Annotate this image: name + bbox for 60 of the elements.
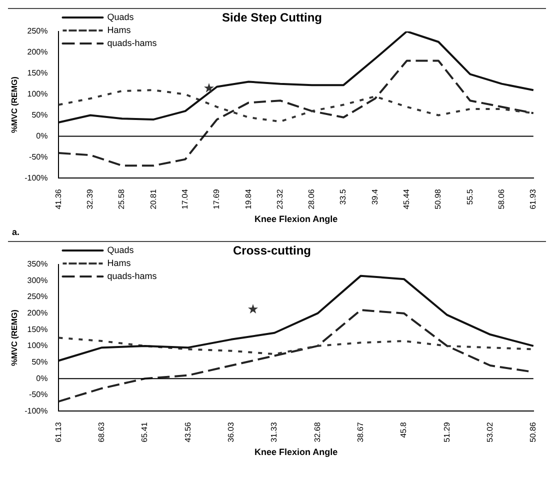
line-series <box>58 60 534 167</box>
x-tick-label: 32.68 <box>312 422 322 442</box>
y-tick-label: -100% <box>24 406 48 416</box>
legend-label: Hams <box>107 258 132 268</box>
x-axis-title: Knee Flexion Angle <box>254 447 338 458</box>
x-tick-label: 53.02 <box>485 422 494 442</box>
x-tick-label: 38.67 <box>356 422 365 442</box>
x-tick-label: 31.33 <box>270 422 279 442</box>
y-axis-title: %MVC (REMG) <box>10 76 20 134</box>
x-tick-label: 32.39 <box>86 188 95 210</box>
x-tick-label: 19.84 <box>244 188 253 210</box>
x-tick-label: 25.58 <box>117 188 126 210</box>
y-tick-label: 0% <box>36 374 48 383</box>
y-tick-label: 100% <box>27 90 48 99</box>
y-tick-label: 100% <box>27 341 48 350</box>
y-tick-label: 50% <box>32 110 48 120</box>
y-tick-label: 300% <box>27 276 48 285</box>
x-tick-label: 45.44 <box>402 188 412 210</box>
x-tick-label: 61.13 <box>54 422 63 442</box>
x-tick-label: 36.03 <box>226 422 236 442</box>
x-tick-label: 28.06 <box>307 188 316 210</box>
x-tick-label: 17.04 <box>180 188 190 210</box>
x-tick-label: 39.4 <box>370 188 380 205</box>
x-tick-label: 45.8 <box>399 422 408 438</box>
text: a. <box>11 227 21 237</box>
legend-label: quads-hams <box>107 270 158 281</box>
y-tick-label: 0% <box>36 131 48 140</box>
y-tick-label: 150% <box>27 68 48 78</box>
legend-label: Hams <box>107 24 132 35</box>
x-tick-label: 41.36 <box>54 188 63 210</box>
x-tick-label: 20.81 <box>148 188 158 210</box>
y-tick-label: 50% <box>32 357 48 366</box>
y-tick-label: 350% <box>27 260 48 269</box>
x-tick-label: 17.69 <box>212 188 222 210</box>
x-tick-label: 33.5 <box>338 188 348 205</box>
x-tick-label: 65.41 <box>140 422 150 442</box>
chart-title: Side Step Cutting <box>222 10 322 25</box>
x-tick-label: 50.98 <box>434 188 443 210</box>
x-tick-label: 61.93 <box>528 188 538 210</box>
y-tick-label: -50% <box>29 390 48 400</box>
legend-label: quads-hams <box>107 38 158 48</box>
y-axis-title: %MVC (REMG) <box>10 309 20 366</box>
y-tick-label: 250% <box>27 26 48 36</box>
x-tick-label: 68.63 <box>97 422 106 442</box>
x-tick-label: 50.86 <box>528 422 538 442</box>
y-tick-label: -50% <box>29 152 48 162</box>
x-tick-label: 55.5 <box>465 188 474 205</box>
x-tick-label: 43.56 <box>183 422 192 442</box>
y-tick-label: -100% <box>24 173 48 182</box>
x-axis-title: Knee Flexion Angle <box>254 214 338 224</box>
legend-label: Quads <box>107 244 134 255</box>
y-tick-label: 250% <box>27 292 48 302</box>
chart-title: Cross-cutting <box>233 244 311 258</box>
y-tick-label: 200% <box>27 308 48 318</box>
legend-label: Quads <box>107 12 134 22</box>
y-tick-label: 150% <box>27 324 48 334</box>
x-tick-label: 51.29 <box>442 422 452 442</box>
x-tick-label: 58.06 <box>496 188 506 210</box>
x-tick-label: 23.32 <box>275 188 284 210</box>
y-tick-label: 200% <box>27 48 48 57</box>
